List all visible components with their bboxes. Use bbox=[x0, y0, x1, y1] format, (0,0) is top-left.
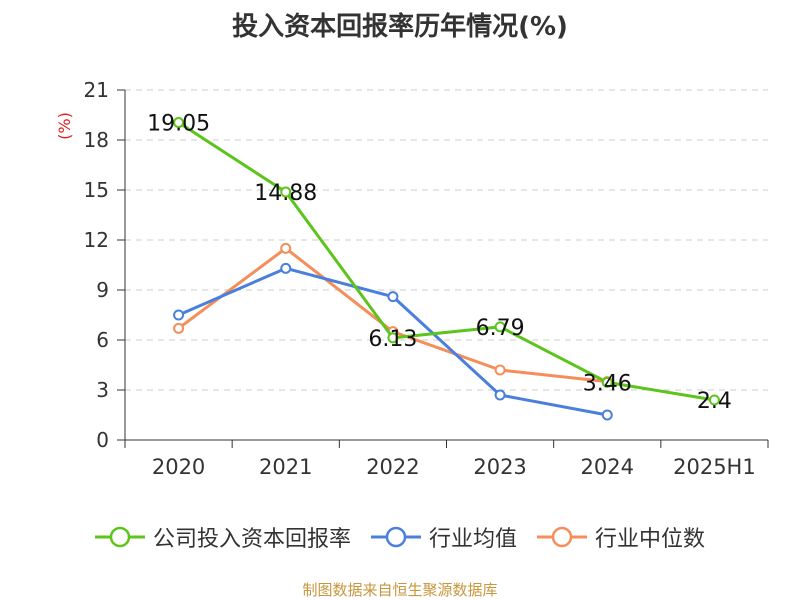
y-tick-label: 6 bbox=[96, 328, 109, 352]
x-tick-label: 2022 bbox=[366, 455, 419, 479]
series-point[interactable] bbox=[173, 309, 185, 321]
data-label: 6.79 bbox=[476, 316, 525, 341]
legend-line-marker-icon bbox=[537, 526, 587, 548]
x-tick-label: 2025H1 bbox=[673, 455, 756, 479]
chart-title: 投入资本回报率历年情况(%) bbox=[232, 12, 568, 42]
data-label: 19.05 bbox=[147, 112, 210, 137]
y-tick-label: 0 bbox=[96, 428, 109, 452]
grid-lines bbox=[125, 89, 768, 391]
series-group bbox=[173, 117, 720, 406]
x-tick-label: 2023 bbox=[473, 455, 526, 479]
data-label: 2.4 bbox=[697, 389, 732, 414]
legend-label: 行业均值 bbox=[428, 527, 517, 552]
data-label: 6.13 bbox=[368, 327, 417, 352]
series-group bbox=[173, 242, 613, 388]
series-point[interactable] bbox=[280, 186, 292, 198]
x-tick-label: 2020 bbox=[152, 455, 205, 479]
x-tick-label: 2024 bbox=[581, 455, 634, 479]
series-point[interactable] bbox=[173, 117, 185, 128]
series-point[interactable] bbox=[387, 332, 399, 344]
legend: 公司投入资本回报率 行业均值 行业中位数 bbox=[0, 521, 800, 553]
y-axis-unit-label: (%) bbox=[55, 112, 74, 140]
series-point[interactable] bbox=[173, 322, 185, 334]
series-point[interactable] bbox=[601, 409, 613, 421]
data-label: 3.46 bbox=[583, 371, 632, 396]
legend-item[interactable]: 行业中位数 bbox=[537, 521, 705, 553]
series-point[interactable] bbox=[280, 262, 292, 274]
axes: 0 3 6 9 12 15 18 21 2020 2021 2022 2023 2024 2025H1 bbox=[84, 78, 769, 479]
series-point[interactable] bbox=[280, 242, 292, 254]
series-group bbox=[173, 262, 613, 421]
legend-line-marker-icon bbox=[370, 526, 421, 548]
legend-item[interactable]: 公司投入资本回报率 bbox=[94, 521, 351, 553]
series-point[interactable] bbox=[387, 291, 399, 303]
y-tick-label: 12 bbox=[84, 228, 109, 252]
x-tick-label: 2021 bbox=[259, 455, 312, 479]
series-point[interactable] bbox=[601, 376, 613, 388]
y-tick-label: 3 bbox=[96, 378, 109, 402]
y-tick-label: 9 bbox=[96, 278, 109, 302]
legend-line-marker-icon bbox=[94, 526, 145, 548]
y-tick-label: 18 bbox=[84, 128, 109, 152]
source-note: 制图数据来自恒生聚源数据库 bbox=[302, 581, 498, 599]
series-line bbox=[177, 246, 608, 384]
legend-label: 行业中位数 bbox=[595, 527, 706, 552]
data-labels: 19.05 14.88 6.13 6.79 3.46 2.4 bbox=[147, 112, 732, 415]
legend-item[interactable]: 行业均值 bbox=[370, 521, 517, 553]
series-point[interactable] bbox=[494, 321, 506, 333]
data-label: 14.88 bbox=[254, 181, 317, 206]
series-line bbox=[177, 121, 715, 402]
series-point[interactable] bbox=[708, 394, 720, 406]
y-tick-label: 21 bbox=[84, 78, 109, 102]
series-point[interactable] bbox=[494, 389, 506, 401]
series-point[interactable] bbox=[494, 364, 506, 376]
legend-label: 公司投入资本回报率 bbox=[152, 527, 351, 552]
series-lines bbox=[173, 117, 720, 421]
y-tick-label: 15 bbox=[84, 178, 109, 202]
